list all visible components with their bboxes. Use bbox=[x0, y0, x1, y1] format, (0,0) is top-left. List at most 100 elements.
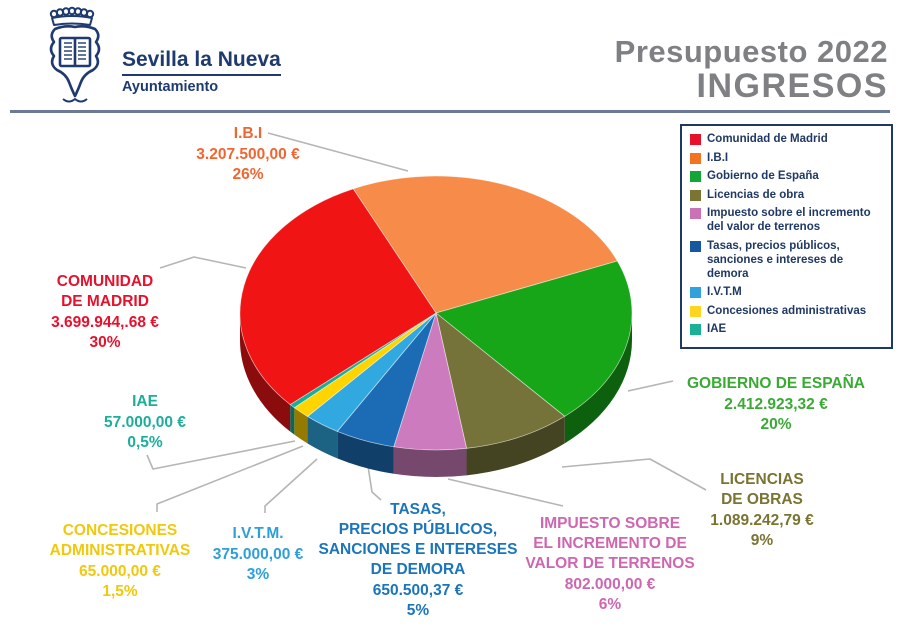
slice-name: COMUNIDAD bbox=[56, 273, 154, 290]
slice-label-ivtm: I.V.T.M. 375.000,00 € 3% bbox=[183, 524, 333, 585]
legend-item-ivtm: I.V.T.M bbox=[690, 285, 885, 299]
slice-percent: 0,5% bbox=[127, 434, 163, 451]
pie-slice-comunidad-de-madrid bbox=[239, 188, 437, 406]
legend-label: Licencias de obra bbox=[707, 188, 805, 201]
pie-slice-side-licencias-de-obras bbox=[466, 416, 565, 476]
legend-label: Concesiones administrativas bbox=[707, 304, 867, 317]
slice-name: I.B.I bbox=[233, 125, 263, 142]
legend-label: Tasas, precios públicos, sanciones e int… bbox=[707, 239, 844, 280]
slice-name: I.V.T.M. bbox=[232, 525, 284, 542]
slice-name: ADMINISTRATIVAS bbox=[49, 542, 191, 559]
town-subtitle: Ayuntamiento bbox=[122, 79, 219, 95]
legend-label: I.B.I bbox=[707, 151, 729, 164]
callout-line bbox=[267, 132, 409, 172]
legend-item-licencias: Licencias de obra bbox=[690, 188, 885, 202]
town-crest-logo bbox=[33, 6, 117, 106]
slice-percent: 6% bbox=[598, 596, 622, 613]
legend-label: IAE bbox=[707, 323, 727, 335]
legend-swatch bbox=[690, 208, 701, 219]
legend-item-tasas: Tasas, precios públicos, sanciones e int… bbox=[690, 239, 885, 281]
legend-item-gobierno: Gobierno de España bbox=[690, 169, 885, 183]
pie-slice-licencias-de-obras bbox=[435, 311, 566, 449]
slice-amount: 375.000,00 € bbox=[212, 546, 304, 563]
pie-slice-side-tasas-precios-publicos bbox=[337, 431, 394, 474]
legend-label: Impuesto sobre el incremento del valor d… bbox=[707, 207, 871, 233]
legend-swatch bbox=[690, 171, 701, 182]
town-name: Sevilla la Nueva bbox=[122, 48, 281, 76]
logo-text: Sevilla la Nueva Ayuntamiento bbox=[122, 48, 281, 95]
callout-line bbox=[156, 445, 304, 512]
callout-line bbox=[367, 465, 382, 501]
slice-percent: 30% bbox=[89, 334, 121, 351]
pie-slice-side-gobierno-de-espana bbox=[564, 313, 632, 444]
slice-name: DE OBRAS bbox=[721, 491, 803, 508]
legend-label: Gobierno de España bbox=[707, 170, 819, 182]
legend-swatch bbox=[690, 134, 701, 145]
slice-name: EL INCREMENTO DE bbox=[533, 535, 687, 552]
slice-percent: 5% bbox=[406, 602, 430, 619]
slice-amount: 3.699.944,.68 € bbox=[51, 314, 159, 331]
legend-item-iae: IAE bbox=[690, 322, 885, 336]
slice-label-impuesto: IMPUESTO SOBRE EL INCREMENTO DE VALOR DE… bbox=[515, 514, 705, 615]
pie-slice-side-ivtm bbox=[307, 416, 338, 459]
page-title-line1: Presupuesto 2022 bbox=[614, 34, 888, 69]
slice-name: LICENCIAS bbox=[720, 471, 804, 488]
slice-percent: 26% bbox=[232, 166, 264, 183]
legend-swatch bbox=[690, 305, 701, 317]
slice-label-licencias: LICENCIAS DE OBRAS 1.089.242,79 € 9% bbox=[662, 470, 862, 551]
callout-line bbox=[561, 458, 707, 491]
slice-percent: 3% bbox=[246, 566, 270, 583]
slice-percent: 20% bbox=[760, 416, 792, 433]
callout-line bbox=[146, 440, 296, 470]
legend-item-ibi: I.B.I bbox=[690, 151, 885, 165]
slice-name: GOBIERNO DE ESPAÑA bbox=[687, 375, 865, 392]
legend-swatch bbox=[690, 152, 701, 164]
slice-percent: 9% bbox=[750, 532, 774, 549]
page-title-line2: INGRESOS bbox=[696, 66, 888, 105]
slice-amount: 57.000,00 € bbox=[104, 414, 186, 431]
callout-line bbox=[159, 256, 247, 269]
page-title: Presupuesto 2022 INGRESOS bbox=[614, 34, 888, 105]
callout-line bbox=[447, 478, 564, 507]
slice-name: SANCIONES E INTERESES bbox=[318, 541, 518, 558]
slice-label-gobierno: GOBIERNO DE ESPAÑA 2.412.923,32 € 20% bbox=[666, 374, 886, 435]
slice-name: TASAS, bbox=[390, 501, 446, 518]
legend-label: I.V.T.M bbox=[707, 286, 742, 298]
callout-line bbox=[264, 458, 318, 513]
slice-percent: 1,5% bbox=[102, 583, 138, 600]
legend-swatch bbox=[690, 189, 701, 201]
slice-name: CONCESIONES bbox=[62, 522, 178, 539]
pie-slice-gobierno-de-espana bbox=[435, 260, 633, 417]
pie-slice-side-iae bbox=[290, 404, 295, 435]
slice-name: DE DEMORA bbox=[370, 561, 466, 578]
legend-swatch bbox=[690, 240, 701, 252]
slice-name: IMPUESTO SOBRE bbox=[539, 515, 681, 532]
slice-amount: 802.000,00 € bbox=[564, 576, 656, 593]
slice-name: VALOR DE TERRENOS bbox=[525, 555, 695, 572]
legend: Comunidad de Madrid I.B.I Gobierno de Es… bbox=[680, 124, 893, 349]
pie-slice-ibi bbox=[352, 175, 618, 314]
legend-item-impuesto: Impuesto sobre el incremento del valor d… bbox=[690, 206, 885, 234]
pie-slice-side-comunidad-de-madrid bbox=[240, 313, 291, 432]
slice-label-ibi: I.B.I 3.207.500,00 € 26% bbox=[148, 124, 348, 185]
pie-slice-side-concesiones-administrativas bbox=[294, 407, 308, 444]
slice-label-comunidad-de-madrid: COMUNIDAD DE MADRID 3.699.944,.68 € 30% bbox=[0, 272, 210, 353]
slice-amount: 2.412.923,32 € bbox=[724, 396, 828, 413]
slice-name: IAE bbox=[132, 393, 158, 410]
slice-amount: 3.207.500,00 € bbox=[196, 146, 300, 163]
legend-swatch bbox=[690, 324, 701, 335]
slice-name: PRECIOS PÚBLICOS, bbox=[338, 521, 498, 538]
header-divider bbox=[10, 110, 890, 113]
slice-amount: 650.500,37 € bbox=[372, 582, 464, 599]
slice-label-concesiones: CONCESIONES ADMINISTRATIVAS 65.000,00 € … bbox=[15, 521, 225, 602]
slice-label-iae: IAE 57.000,00 € 0,5% bbox=[70, 392, 220, 453]
slice-amount: 1.089.242,79 € bbox=[710, 512, 814, 529]
slice-name: DE MADRID bbox=[61, 293, 149, 310]
slice-label-tasas: TASAS, PRECIOS PÚBLICOS, SANCIONES E INT… bbox=[318, 500, 518, 621]
legend-item-comunidad-de-madrid: Comunidad de Madrid bbox=[690, 132, 885, 146]
crest-icon bbox=[49, 6, 101, 103]
callout-line bbox=[627, 380, 674, 392]
pie-slice-side-impuesto-incremento-valor-terrenos bbox=[393, 446, 467, 477]
